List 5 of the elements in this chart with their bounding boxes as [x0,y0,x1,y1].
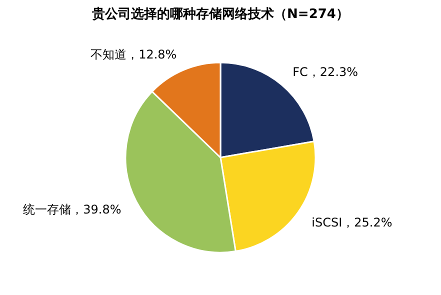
slice-label: FC，22.3% [292,64,358,79]
slice-label: 统一存储，39.8% [23,202,122,216]
slice-label: 不知道，12.8% [90,47,177,62]
chart-title: 贵公司选择的哪种存储网络技术（N=274） [91,6,349,22]
slice-label: iSCSI，25.2% [312,216,392,230]
